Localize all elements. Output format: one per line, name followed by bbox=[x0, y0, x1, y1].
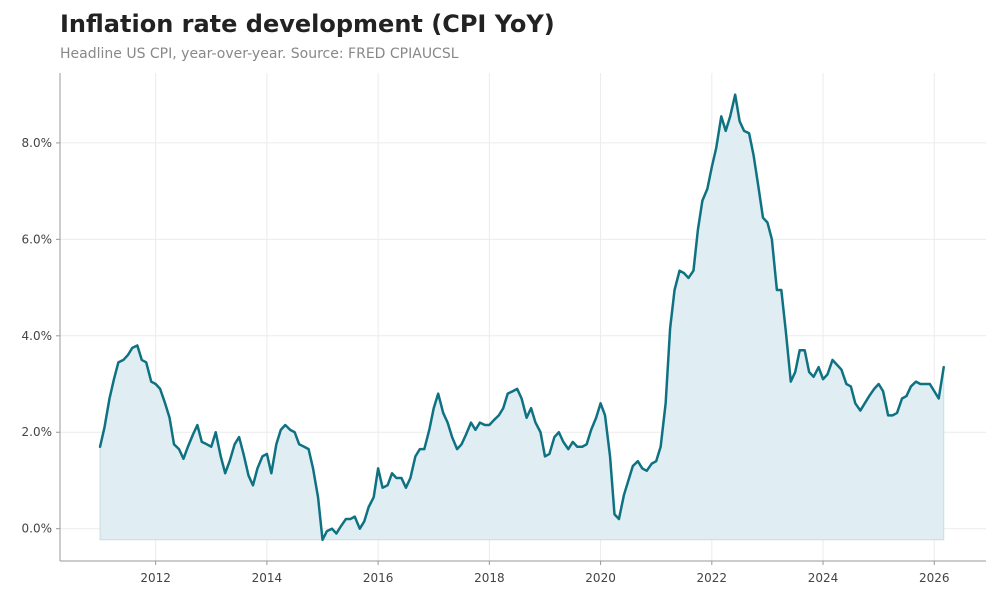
x-tick-label: 2026 bbox=[919, 571, 950, 585]
y-tick-label: 4.0% bbox=[22, 329, 53, 343]
x-tick-label: 2014 bbox=[252, 571, 283, 585]
chart-title: Inflation rate development (CPI YoY) bbox=[60, 10, 555, 38]
x-axis-ticks: 2012 2014 2016 2018 2020 2022 2024 2026 bbox=[140, 561, 950, 585]
x-tick-label: 2012 bbox=[140, 571, 171, 585]
x-tick-label: 2020 bbox=[585, 571, 616, 585]
axes bbox=[59, 73, 986, 562]
y-axis-ticks: 0.0% 2.0% 4.0% 6.0% 8.0% bbox=[22, 136, 60, 536]
y-tick-label: 8.0% bbox=[22, 136, 53, 150]
series-line bbox=[98, 93, 945, 542]
y-tick-label: 2.0% bbox=[22, 425, 53, 439]
y-tick-label: 0.0% bbox=[22, 522, 53, 536]
x-tick-label: 2018 bbox=[474, 571, 505, 585]
x-tick-label: 2022 bbox=[697, 571, 728, 585]
y-tick-label: 6.0% bbox=[22, 232, 53, 246]
x-tick-label: 2016 bbox=[363, 571, 394, 585]
chart-subtitle: Headline US CPI, year-over-year. Source:… bbox=[60, 46, 459, 62]
x-tick-label: 2024 bbox=[808, 571, 839, 585]
